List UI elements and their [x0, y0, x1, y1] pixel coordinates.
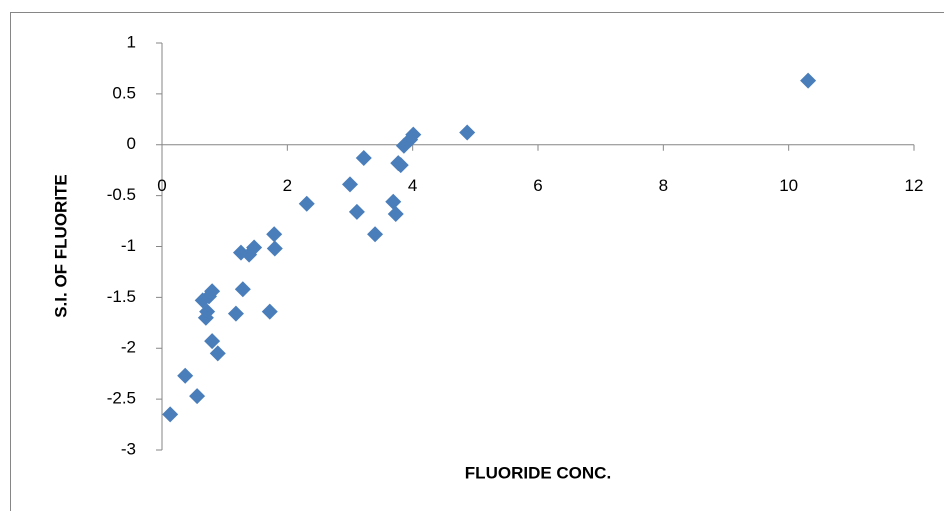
- y-tick-label: -2: [121, 338, 136, 357]
- point: [209, 345, 226, 362]
- point: [367, 226, 384, 243]
- x-tick-label: 6: [533, 176, 542, 195]
- x-tick-label: 10: [779, 176, 798, 195]
- point: [227, 305, 244, 322]
- point: [298, 195, 315, 212]
- y-tick-label: -3: [121, 439, 136, 458]
- point: [385, 193, 402, 210]
- point: [261, 303, 278, 320]
- point: [232, 244, 249, 261]
- x-tick-label: 12: [905, 176, 924, 195]
- point: [234, 281, 251, 298]
- point: [204, 333, 221, 350]
- point: [197, 309, 214, 326]
- y-tick-label: -0.5: [107, 185, 136, 204]
- x-axis-title: FLUORIDE CONC.: [465, 463, 611, 482]
- point: [800, 72, 817, 89]
- y-axis-title: S.I. OF FLUORITE: [51, 174, 70, 318]
- point: [459, 124, 476, 141]
- y-tick-label: -1: [121, 236, 136, 255]
- x-tick-label: 2: [283, 176, 292, 195]
- point: [355, 149, 372, 166]
- chart-frame: [10, 12, 944, 511]
- point: [189, 388, 206, 405]
- y-tick-label: 0: [127, 134, 136, 153]
- point: [162, 406, 179, 423]
- y-tick-label: 1: [127, 32, 136, 51]
- point: [387, 205, 404, 222]
- y-tick-label: -2.5: [107, 389, 136, 408]
- x-tick-label: 8: [659, 176, 668, 195]
- x-tick-label: 4: [408, 176, 417, 195]
- point: [392, 157, 409, 174]
- point: [266, 226, 283, 243]
- point: [177, 367, 194, 384]
- x-tick-label: 0: [157, 176, 166, 195]
- y-tick-label: -1.5: [107, 287, 136, 306]
- y-tick-label: 0.5: [112, 83, 136, 102]
- point: [246, 239, 263, 256]
- point: [201, 288, 217, 305]
- point: [342, 176, 358, 193]
- point: [348, 203, 365, 220]
- point: [405, 126, 422, 143]
- point: [266, 240, 283, 257]
